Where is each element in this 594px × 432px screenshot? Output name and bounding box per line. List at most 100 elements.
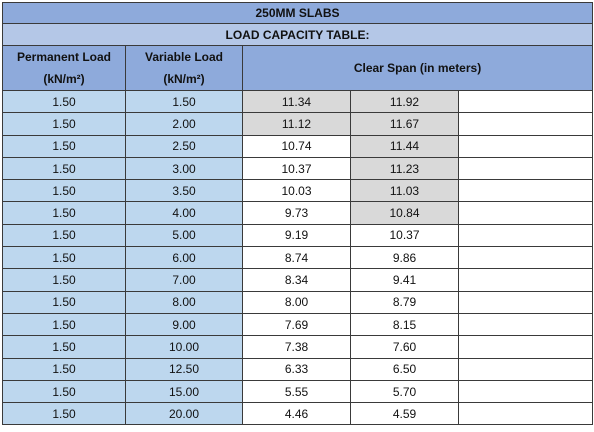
variable-load-label: Variable Load: [144, 50, 224, 64]
empty-cell: [457, 312, 594, 337]
clear-span-cell-2: 7.60: [350, 335, 459, 359]
empty-cell: [457, 335, 594, 359]
permanent-load-cell: 1.50: [2, 134, 126, 158]
table-row: 1.50 4.00 9.73 10.84: [2, 201, 594, 225]
empty-cell: [457, 402, 594, 426]
permanent-load-cell: 1.50: [2, 335, 126, 359]
empty-cell: [457, 246, 594, 270]
permanent-load-cell: 1.50: [2, 290, 126, 314]
variable-load-cell: 12.50: [125, 357, 243, 381]
permanent-load-cell: 1.50: [2, 357, 126, 381]
clear-span-cell-1: 11.12: [242, 112, 351, 136]
empty-cell: [457, 290, 594, 314]
clear-span-cell-1: 5.55: [242, 379, 351, 404]
variable-load-unit: (kN/m²): [163, 72, 205, 86]
variable-load-cell: 10.00: [125, 335, 243, 359]
variable-load-cell: 2.50: [125, 134, 243, 158]
variable-load-cell: 2.00: [125, 112, 243, 136]
table-row: 1.50 2.50 10.74 11.44: [2, 134, 594, 158]
clear-span-cell-2: 8.79: [350, 290, 459, 314]
permanent-load-cell: 1.50: [2, 179, 126, 203]
table-row: 1.50 5.00 9.19 10.37: [2, 223, 594, 248]
variable-load-cell: 4.00: [125, 201, 243, 225]
permanent-load-cell: 1.50: [2, 379, 126, 404]
table-row: 1.50 3.00 10.37 11.23: [2, 156, 594, 181]
variable-load-header: Variable Load (kN/m²): [125, 45, 243, 91]
table-row: 1.50 15.00 5.55 5.70: [2, 379, 594, 404]
variable-load-cell: 6.00: [125, 246, 243, 270]
clear-span-cell-1: 9.73: [242, 201, 351, 225]
clear-span-cell-2: 11.92: [350, 89, 459, 114]
variable-load-cell: 7.00: [125, 268, 243, 292]
table-row: 1.50 20.00 4.46 4.59: [2, 402, 594, 426]
table-subtitle: LOAD CAPACITY TABLE:: [1, 23, 594, 46]
table-row: 1.50 1.50 11.34 11.92: [2, 89, 594, 114]
clear-span-cell-2: 10.84: [350, 201, 459, 225]
variable-load-cell: 1.50: [125, 89, 243, 114]
table-row: 1.50 12.50 6.33 6.50: [2, 357, 594, 381]
clear-span-cell-2: 11.67: [350, 112, 459, 136]
clear-span-cell-1: 11.34: [242, 89, 351, 114]
permanent-load-cell: 1.50: [2, 156, 126, 181]
table-body: 1.50 1.50 11.34 11.92 1.50 2.00 11.12 11.67 1.50…: [2, 89, 594, 426]
clear-span-header: Clear Span (in meters): [241, 45, 594, 91]
empty-cell: [457, 179, 594, 203]
clear-span-cell-2: 9.86: [350, 246, 459, 270]
clear-span-cell-1: 7.38: [242, 335, 351, 359]
variable-load-cell: 3.50: [125, 179, 243, 203]
clear-span-cell-1: 10.03: [242, 179, 351, 203]
clear-span-cell-1: 8.34: [242, 268, 351, 292]
table-row: 1.50 7.00 8.34 9.41: [2, 268, 594, 292]
permanent-load-unit: (kN/m²): [43, 72, 85, 86]
clear-span-cell-2: 9.41: [350, 268, 459, 292]
title-row: 250MM SLABS: [1, 2, 594, 24]
empty-cell: [457, 268, 594, 292]
table-row: 1.50 6.00 8.74 9.86: [2, 246, 594, 270]
table-row: 1.50 3.50 10.03 11.03: [2, 179, 594, 203]
table-row: 1.50 9.00 7.69 8.15: [2, 312, 594, 337]
permanent-load-cell: 1.50: [2, 312, 126, 337]
variable-load-cell: 20.00: [125, 402, 243, 426]
permanent-load-cell: 1.50: [2, 246, 126, 270]
empty-cell: [457, 112, 594, 136]
empty-cell: [457, 156, 594, 181]
variable-load-cell: 3.00: [125, 156, 243, 181]
empty-cell: [457, 379, 594, 404]
table-row: 1.50 2.00 11.12 11.67: [2, 112, 594, 136]
clear-span-cell-2: 6.50: [350, 357, 459, 381]
clear-span-cell-1: 10.37: [242, 156, 351, 181]
table-title: 250MM SLABS: [1, 2, 594, 24]
permanent-load-label: Permanent Load: [16, 50, 112, 64]
subtitle-row: LOAD CAPACITY TABLE:: [1, 23, 594, 46]
table-row: 1.50 10.00 7.38 7.60: [2, 335, 594, 359]
column-header-row: Permanent Load (kN/m²) Variable Load (kN…: [2, 45, 594, 91]
clear-span-cell-1: 4.46: [242, 402, 351, 426]
clear-span-cell-2: 4.59: [350, 402, 459, 426]
permanent-load-cell: 1.50: [2, 402, 126, 426]
clear-span-cell-1: 8.74: [242, 246, 351, 270]
clear-span-cell-1: 8.00: [242, 290, 351, 314]
clear-span-cell-2: 8.15: [350, 312, 459, 337]
permanent-load-cell: 1.50: [2, 268, 126, 292]
load-capacity-table: 250MM SLABS LOAD CAPACITY TABLE: Permane…: [1, 2, 594, 426]
clear-span-cell-2: 11.23: [350, 156, 459, 181]
clear-span-cell-1: 9.19: [242, 223, 351, 248]
clear-span-cell-1: 6.33: [242, 357, 351, 381]
clear-span-cell-1: 10.74: [242, 134, 351, 158]
variable-load-cell: 9.00: [125, 312, 243, 337]
empty-cell: [457, 357, 594, 381]
permanent-load-cell: 1.50: [2, 201, 126, 225]
permanent-load-header: Permanent Load (kN/m²): [2, 45, 126, 91]
empty-cell: [457, 201, 594, 225]
permanent-load-cell: 1.50: [2, 89, 126, 114]
clear-span-cell-2: 5.70: [350, 379, 459, 404]
permanent-load-cell: 1.50: [2, 112, 126, 136]
clear-span-cell-2: 10.37: [350, 223, 459, 248]
variable-load-cell: 15.00: [125, 379, 243, 404]
clear-span-cell-2: 11.44: [350, 134, 459, 158]
variable-load-cell: 5.00: [125, 223, 243, 248]
empty-cell: [457, 134, 594, 158]
variable-load-cell: 8.00: [125, 290, 243, 314]
table-row: 1.50 8.00 8.00 8.79: [2, 290, 594, 314]
empty-cell: [457, 89, 594, 114]
